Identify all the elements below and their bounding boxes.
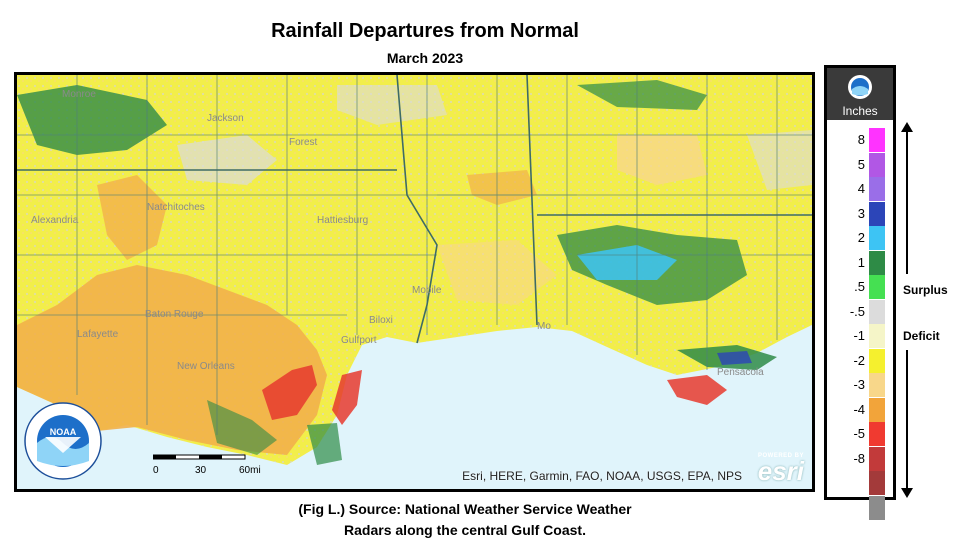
caption-line-2: Radars along the central Gulf Coast. (344, 522, 586, 538)
legend-item-label: -8 (853, 450, 865, 466)
legend-item: -8 (827, 446, 893, 471)
surplus-arrow (906, 128, 908, 274)
legend-item-label: -.5 (849, 303, 865, 319)
figure-caption: (Fig L.) Source: National Weather Servic… (240, 499, 690, 541)
noaa-logo: NOAA (23, 401, 103, 481)
legend-item: 1 (827, 250, 893, 275)
noaa-legend-icon (848, 75, 872, 99)
legend-item-label: -5 (853, 426, 865, 441)
legend-item (827, 471, 893, 495)
legend-item-swatch (869, 128, 885, 152)
legend-item-swatch (869, 250, 885, 275)
legend-item-label: 3 (857, 205, 865, 221)
legend-item: -.5 (827, 299, 893, 324)
legend-item: 5 (827, 152, 893, 177)
legend-item-swatch (869, 152, 885, 177)
legend-item: 8 (827, 128, 893, 152)
legend-item: -5 (827, 422, 893, 446)
legend-item: -1 (827, 324, 893, 348)
place-label: Lafayette (77, 329, 119, 340)
svg-text:NOAA: NOAA (50, 427, 77, 437)
legend-item-label: 2 (857, 230, 865, 245)
legend-header: Inches (827, 68, 893, 120)
place-label: Gulfport (341, 335, 377, 346)
place-label: Pensacola (717, 367, 764, 378)
legend-item (827, 495, 893, 520)
place-label: New Orleans (177, 361, 235, 372)
deficit-arrow (906, 350, 908, 490)
legend-item-swatch (869, 348, 885, 373)
legend-item-swatch (869, 373, 885, 397)
deficit-label: Deficit (903, 329, 940, 343)
legend-panel: Inches 8 5 4 3 2 1 .5 -.5 -1 -2 -3 -4 -5 -8 (824, 65, 896, 520)
legend-item-label: 4 (857, 181, 865, 196)
surplus-arrow-head-icon (901, 122, 913, 132)
legend-item-swatch (869, 446, 885, 471)
place-label: Baton Rouge (145, 309, 204, 320)
scale-label-0: 0 (153, 465, 159, 476)
scale-label-60: 60mi (239, 465, 261, 476)
legend-item-swatch (869, 201, 885, 226)
legend-item-swatch (869, 324, 885, 348)
legend-item-label: -3 (853, 377, 865, 392)
scale-bar: 0 30 60mi (153, 451, 261, 481)
place-label: Natchitoches (147, 202, 205, 213)
legend-item: .5 (827, 275, 893, 299)
legend-item-label: 1 (857, 254, 865, 270)
legend-item-swatch (869, 495, 885, 520)
place-label: Jackson (207, 113, 244, 124)
legend-item-label: -1 (853, 328, 865, 343)
place-label: Monroe (62, 89, 96, 100)
legend-item-swatch (869, 177, 885, 201)
legend-item-swatch (869, 299, 885, 324)
legend-item-swatch (869, 275, 885, 299)
legend-item-label: -2 (853, 352, 865, 368)
scale-label-30: 30 (195, 465, 207, 476)
legend-item-swatch (869, 422, 885, 446)
legend-item: 4 (827, 177, 893, 201)
map-canvas: Monroe Jackson Forest Alexandria Natchit… (17, 75, 812, 489)
deficit-arrow-head-icon (901, 488, 913, 498)
legend-item: -3 (827, 373, 893, 397)
legend-item-label: -4 (853, 401, 865, 417)
place-label: Biloxi (369, 315, 393, 326)
legend-units: Inches (842, 104, 878, 118)
chart-subtitle: March 2023 (386, 50, 464, 66)
place-label: Forest (289, 137, 318, 148)
surplus-label: Surplus (903, 283, 948, 297)
rainfall-map[interactable]: Monroe Jackson Forest Alexandria Natchit… (14, 72, 815, 492)
place-label: Hattiesburg (317, 215, 368, 226)
legend-item-label: 8 (857, 132, 865, 147)
caption-line-1: (Fig L.) Source: National Weather Servic… (298, 501, 632, 517)
place-label: Mobile (412, 285, 442, 296)
place-label: Alexandria (31, 215, 79, 226)
legend-item-swatch (869, 226, 885, 250)
map-attribution: Esri, HERE, Garmin, FAO, NOAA, USGS, EPA… (462, 469, 742, 483)
legend-item-swatch (869, 471, 885, 495)
place-labels: Monroe Jackson Forest Alexandria Natchit… (31, 89, 764, 378)
legend-item-label: .5 (854, 279, 865, 294)
legend-item: 2 (827, 226, 893, 250)
legend-item: -2 (827, 348, 893, 373)
legend-item: -4 (827, 397, 893, 422)
esri-powered-text: POWERED BY (757, 453, 804, 459)
place-label: Mo (537, 321, 551, 332)
esri-wordmark: esri (757, 456, 804, 486)
chart-title: Rainfall Departures from Normal (271, 20, 579, 42)
legend-item: 3 (827, 201, 893, 226)
esri-logo: POWERED BY esri (746, 453, 804, 485)
legend-item-label: 5 (857, 156, 865, 172)
legend-item-swatch (869, 397, 885, 422)
